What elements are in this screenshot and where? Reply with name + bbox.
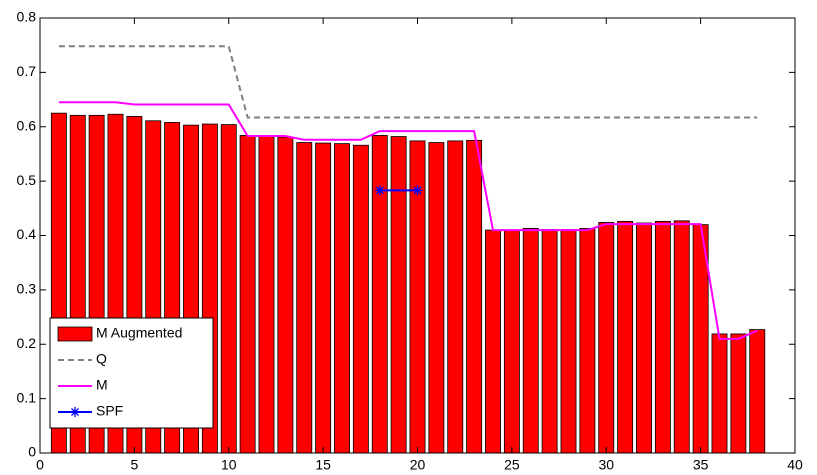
bar: [390, 136, 407, 454]
bar: [503, 230, 520, 454]
bar: [579, 228, 596, 454]
bar: [654, 220, 671, 454]
x-tick-label: 20: [410, 457, 426, 473]
bar: [522, 228, 539, 454]
bar: [258, 135, 275, 454]
legend-label: Q: [96, 351, 107, 367]
bar: [315, 142, 332, 454]
bar: [617, 220, 634, 454]
line: [58, 45, 758, 119]
bar: [673, 220, 690, 454]
legend: M Augmented QM SPF: [49, 317, 214, 429]
legend-marker: [70, 407, 80, 417]
x-tick-label: 35: [693, 457, 709, 473]
x-tick-label: 0: [36, 457, 44, 473]
y-tick-label: 0.3: [17, 281, 37, 297]
bar: [447, 140, 464, 454]
legend-label: SPF: [96, 403, 123, 419]
marker: [412, 185, 423, 196]
bar: [730, 333, 747, 454]
bar: [598, 222, 615, 454]
x-tick-label: 30: [598, 457, 614, 473]
y-tick-label: 0.6: [17, 117, 37, 133]
bar: [371, 135, 388, 454]
bar: [239, 135, 256, 454]
bar: [466, 139, 483, 454]
bar: [334, 143, 350, 454]
legend-swatch: [57, 326, 93, 342]
y-tick-label: 0.1: [17, 389, 37, 405]
bar: [541, 229, 558, 454]
bar: [277, 136, 294, 454]
x-tick-label: 40: [787, 457, 803, 473]
x-tick-label: 5: [130, 457, 138, 473]
legend-label: M: [96, 377, 108, 393]
marker: [374, 185, 385, 196]
y-tick-label: 0: [28, 444, 36, 460]
bar: [428, 142, 445, 454]
bar: [485, 229, 501, 454]
line: [58, 101, 758, 340]
bar: [749, 329, 766, 454]
y-tick-label: 0.8: [17, 9, 37, 25]
y-tick-label: 0.4: [17, 226, 37, 242]
bar: [711, 333, 728, 454]
bar: [220, 124, 237, 454]
y-tick-label: 0.7: [17, 63, 37, 79]
bar: [296, 142, 313, 454]
bar: [560, 229, 577, 454]
x-tick-label: 10: [221, 457, 237, 473]
bar: [636, 222, 652, 454]
legend-label: M Augmented: [96, 325, 182, 341]
x-tick-label: 15: [315, 457, 331, 473]
x-tick-label: 25: [504, 457, 520, 473]
y-tick-label: 0.5: [17, 172, 37, 188]
bar: [352, 144, 369, 454]
y-tick-label: 0.2: [17, 335, 37, 351]
